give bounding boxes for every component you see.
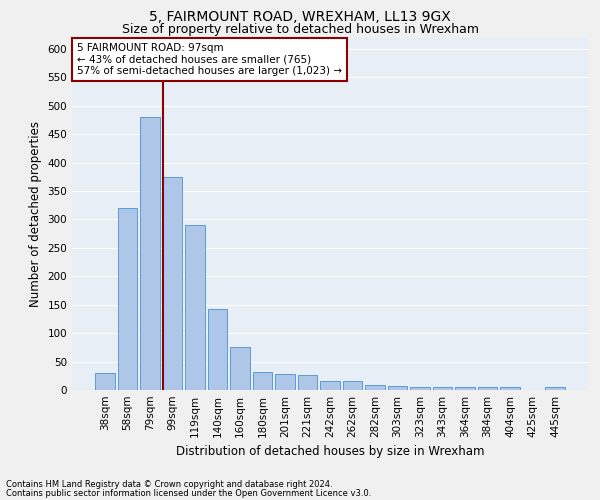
Bar <box>253 372 272 390</box>
Bar <box>140 117 160 390</box>
Bar <box>230 347 250 390</box>
X-axis label: Distribution of detached houses by size in Wrexham: Distribution of detached houses by size … <box>176 446 484 458</box>
Bar <box>343 382 362 390</box>
Bar <box>208 308 227 390</box>
Bar <box>185 225 205 390</box>
Bar <box>433 387 452 390</box>
Text: Contains HM Land Registry data © Crown copyright and database right 2024.: Contains HM Land Registry data © Crown c… <box>6 480 332 489</box>
Bar <box>275 374 295 390</box>
Bar <box>410 386 430 390</box>
Bar <box>388 386 407 390</box>
Text: Contains public sector information licensed under the Open Government Licence v3: Contains public sector information licen… <box>6 489 371 498</box>
Text: 5, FAIRMOUNT ROAD, WREXHAM, LL13 9GX: 5, FAIRMOUNT ROAD, WREXHAM, LL13 9GX <box>149 10 451 24</box>
Y-axis label: Number of detached properties: Number of detached properties <box>29 120 42 306</box>
Bar <box>500 387 520 390</box>
Text: 5 FAIRMOUNT ROAD: 97sqm
← 43% of detached houses are smaller (765)
57% of semi-d: 5 FAIRMOUNT ROAD: 97sqm ← 43% of detache… <box>77 43 342 76</box>
Bar <box>455 387 475 390</box>
Text: Size of property relative to detached houses in Wrexham: Size of property relative to detached ho… <box>121 22 479 36</box>
Bar <box>545 386 565 390</box>
Bar <box>478 387 497 390</box>
Bar <box>320 382 340 390</box>
Bar <box>163 177 182 390</box>
Bar <box>95 373 115 390</box>
Bar <box>365 386 385 390</box>
Bar <box>118 208 137 390</box>
Bar <box>298 374 317 390</box>
